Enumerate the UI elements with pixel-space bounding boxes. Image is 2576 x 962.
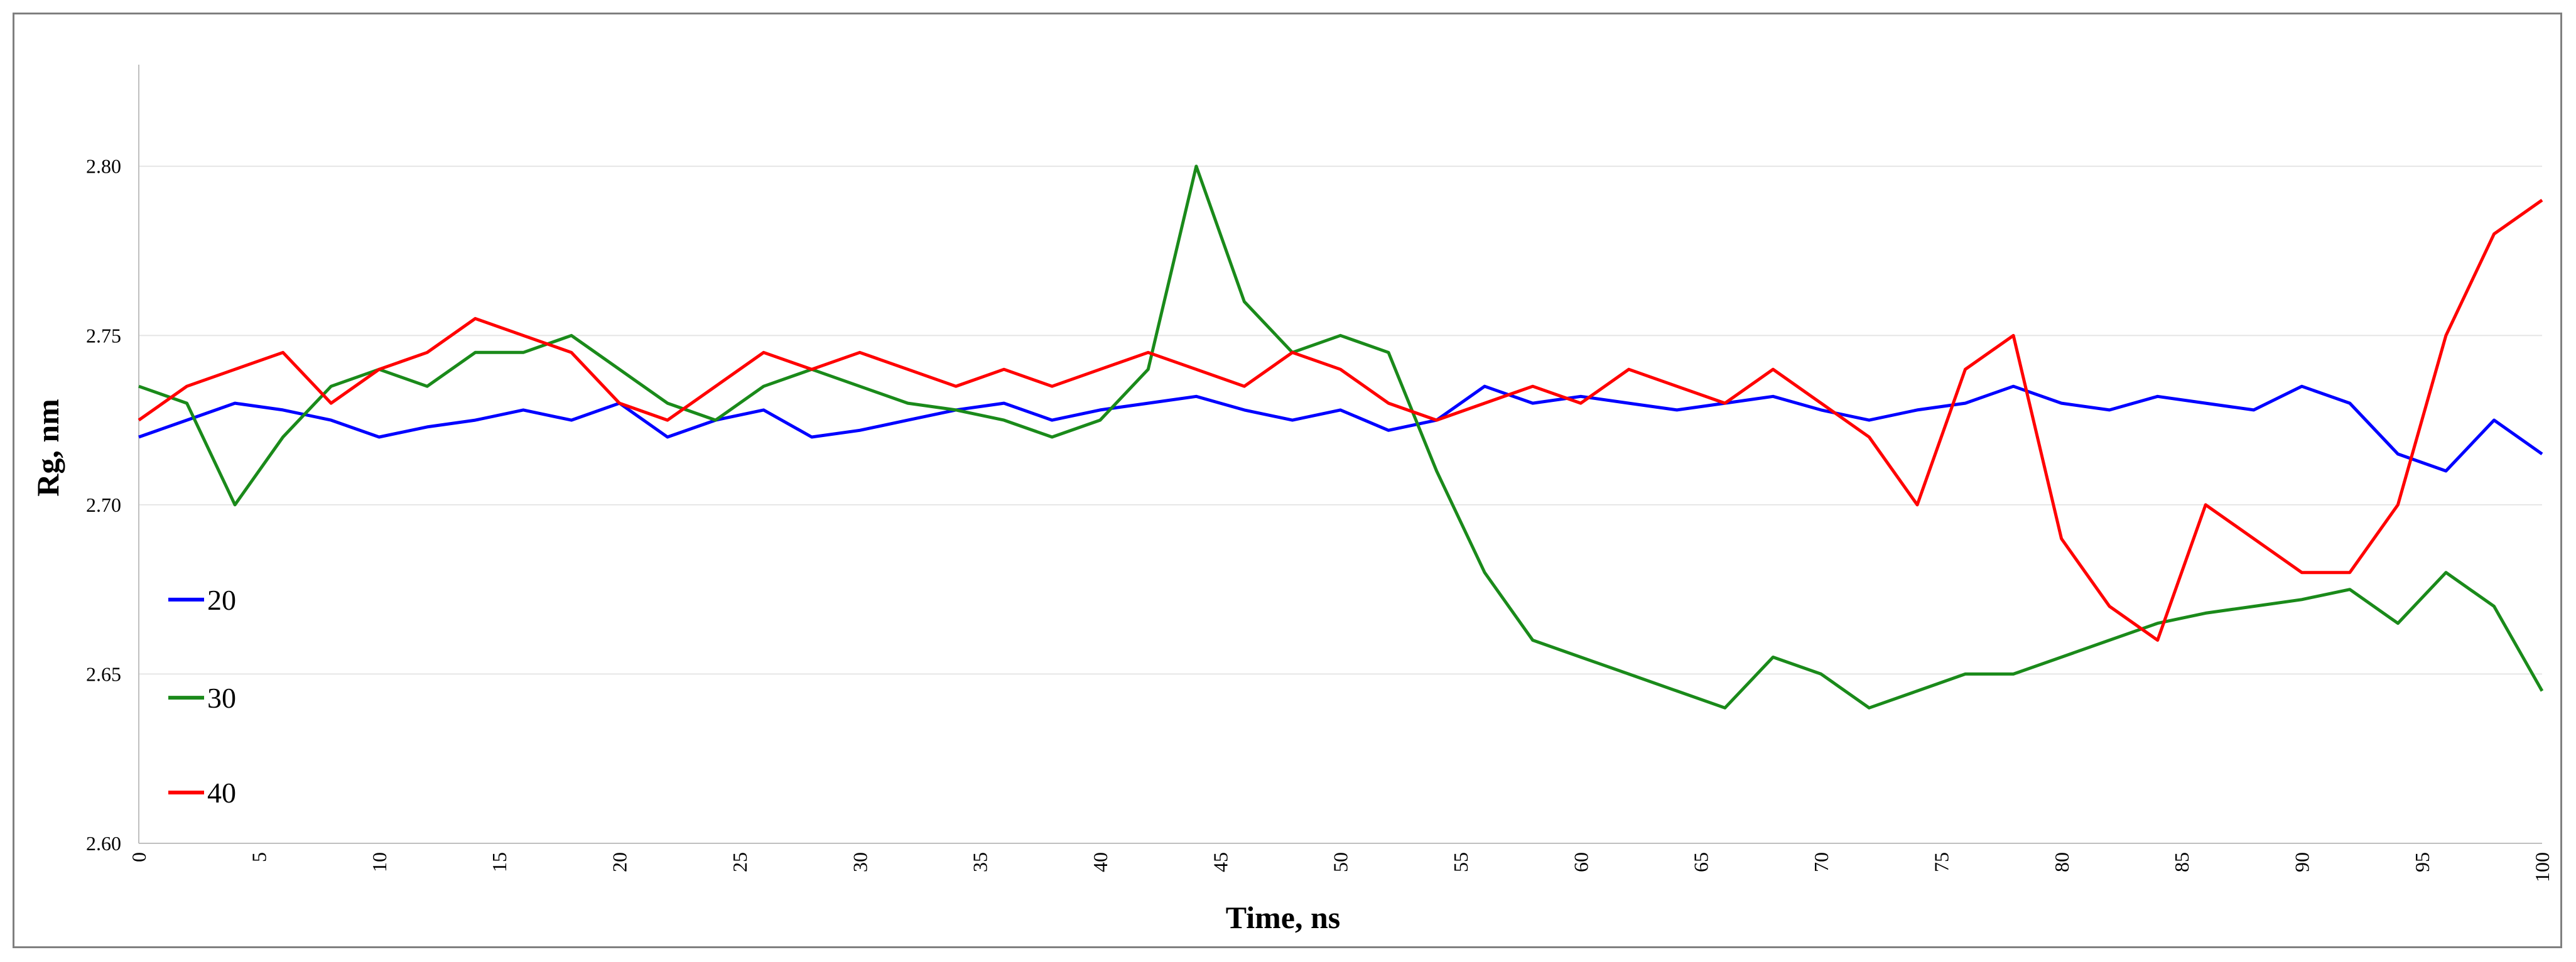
series-line-20	[138, 384, 2543, 473]
y-tick-label: 2.75	[86, 324, 121, 347]
x-tick-label: 5	[248, 852, 271, 862]
x-tick-label: 10	[368, 852, 391, 872]
y-tick-label: 2.65	[86, 662, 121, 685]
chart-frame: 2.60 2.65 2.70 2.75 2.80 0 5 10 15 20 25 30 35 40 45 50…	[13, 13, 2562, 948]
x-tick-label: 65	[1690, 852, 1713, 872]
gridlines	[139, 165, 2542, 675]
x-tick-label: 30	[848, 852, 871, 872]
x-tick-label: 25	[728, 852, 751, 872]
y-tick-label: 2.80	[86, 155, 121, 178]
y-tick-label: 2.70	[86, 494, 121, 516]
series-line-30	[138, 165, 2544, 710]
x-tick-label: 60	[1569, 852, 1592, 872]
x-tick-label: 95	[2411, 852, 2433, 872]
series-lines	[138, 165, 2544, 710]
tick-labels: 2.60 2.65 2.70 2.75 2.80 0 5 10 15 20 25 30 35 40 45 50…	[86, 155, 2553, 882]
x-tick-label: 100	[2531, 852, 2553, 882]
x-tick-label: 35	[969, 852, 992, 872]
x-tick-label: 75	[1930, 852, 1952, 872]
x-tick-label: 50	[1329, 852, 1352, 872]
x-tick-label: 15	[488, 852, 511, 872]
legend-label-20: 20	[207, 584, 236, 616]
x-axis-title: Time, ns	[1226, 900, 1340, 935]
x-tick-label: 90	[2291, 852, 2314, 872]
legend-label-30: 30	[207, 682, 236, 714]
x-tick-label: 70	[1810, 852, 1832, 872]
x-tick-label: 40	[1089, 852, 1112, 872]
legend-label-40: 40	[207, 777, 236, 809]
y-tick-label: 2.60	[86, 832, 121, 855]
rg-time-line-chart: 2.60 2.65 2.70 2.75 2.80 0 5 10 15 20 25 30 35 40 45 50…	[30, 65, 2553, 935]
axes	[138, 65, 2542, 844]
x-tick-label: 80	[2050, 852, 2073, 872]
x-tick-label: 45	[1209, 852, 1231, 872]
x-tick-label: 55	[1449, 852, 1472, 872]
x-tick-label: 85	[2170, 852, 2193, 872]
legend: 20 30 40	[168, 584, 236, 809]
x-tick-label: 0	[127, 852, 150, 862]
x-tick-label: 20	[609, 852, 631, 872]
y-axis-title: Rg, nm	[30, 399, 65, 497]
series-line-40	[138, 198, 2543, 642]
